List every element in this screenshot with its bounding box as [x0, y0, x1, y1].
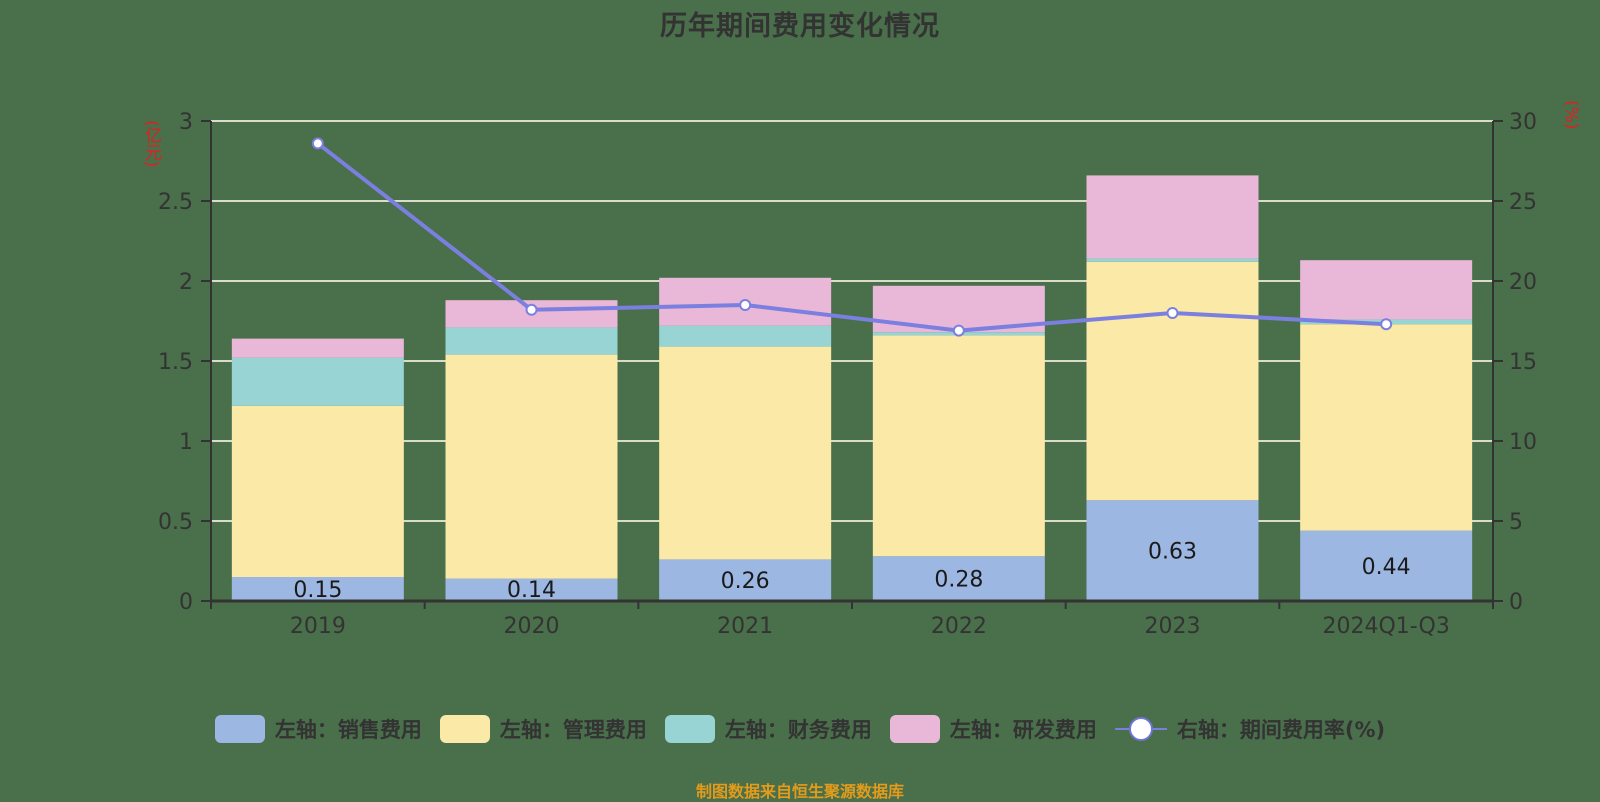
legend-swatch-admin: [439, 715, 490, 743]
legend-swatch-finance: [664, 715, 715, 743]
right-axis-unit: (%): [1561, 100, 1581, 130]
sales-value-label: 0.63: [1148, 540, 1197, 565]
right-tick-label: 5: [1509, 510, 1523, 535]
legend-label: 左轴：研发费用: [949, 718, 1097, 742]
bar-segment: [1086, 500, 1259, 601]
bar-segment: [1300, 530, 1473, 601]
x-tick-label: 2021: [717, 614, 773, 639]
sales-value-label: 0.44: [1362, 555, 1411, 580]
bar-segment: [231, 338, 404, 358]
chart-title: 历年期间费用变化情况: [660, 11, 940, 42]
rate-point-marker: [1166, 307, 1179, 319]
right-tick-label: 20: [1509, 270, 1537, 295]
x-tick-label: 2020: [504, 614, 560, 639]
legend-label: 左轴：管理费用: [499, 718, 647, 742]
left-tick-label: 0.5: [158, 510, 193, 535]
rate-point-marker: [525, 303, 538, 316]
bar-segment: [659, 346, 832, 560]
legend-line-marker-icon: [1114, 715, 1167, 743]
bar-segment: [1300, 324, 1473, 531]
sales-value-label: 0.14: [507, 578, 556, 603]
stacked-bars: [231, 175, 1473, 601]
legend-label: 右轴：期间费用率(%): [1176, 718, 1386, 742]
bar-segment: [1086, 258, 1259, 262]
left-tick-label: 1: [179, 430, 193, 455]
right-tick-label: 30: [1509, 110, 1537, 135]
legend-swatch-rnd: [889, 715, 940, 743]
right-tick-label: 15: [1509, 350, 1537, 375]
sales-value-label: 0.26: [721, 569, 770, 594]
rate-point-marker: [1380, 318, 1393, 331]
legend-item-sales[interactable]: 左轴：销售费用: [214, 714, 422, 744]
bar-segment: [659, 559, 832, 601]
right-tick-label: 10: [1509, 430, 1537, 455]
left-tick-label: 2: [179, 270, 193, 295]
legend-item-rate[interactable]: 右轴：期间费用率(%): [1114, 714, 1386, 744]
bar-segment: [231, 577, 404, 601]
bar-segment: [445, 327, 618, 355]
bar-segment: [231, 357, 404, 406]
rate-point-marker: [311, 137, 324, 150]
bar-segment: [872, 335, 1045, 557]
legend-item-admin[interactable]: 左轴：管理费用: [439, 714, 647, 744]
rate-line: [316, 141, 1387, 333]
left-tick-label: 0: [179, 590, 193, 615]
legend-label: 左轴：财务费用: [724, 718, 872, 742]
left-tick-label: 1.5: [158, 350, 193, 375]
sales-value-label: 0.28: [934, 568, 983, 593]
right-tick-label: 25: [1509, 190, 1537, 215]
gridlines: [211, 120, 1493, 522]
sales-value-label: 0.15: [293, 578, 342, 603]
bar-segment: [231, 405, 404, 577]
x-tick-label: 2023: [1145, 614, 1201, 639]
data-source-footer: 制图数据来自恒生聚源数据库: [695, 782, 904, 801]
bar-segment: [659, 325, 832, 347]
legend-item-rnd[interactable]: 左轴：研发费用: [889, 714, 1097, 744]
legend-swatch-sales: [214, 715, 265, 743]
legend-label: 左轴：销售费用: [274, 718, 422, 742]
data-labels: 0.15 0.14 0.26 0.28 0.63 0.44: [293, 540, 1410, 603]
x-tick-label: 2024Q1-Q3: [1322, 614, 1449, 639]
expense-rate-line: [311, 137, 1393, 337]
rate-point-marker: [952, 324, 965, 337]
bar-segment: [1086, 261, 1259, 501]
x-tick-label: 2022: [931, 614, 987, 639]
bar-segment: [1300, 260, 1473, 320]
left-axis-unit: (亿元): [141, 120, 161, 168]
bar-segment: [1086, 175, 1259, 259]
right-tick-label: 0: [1509, 590, 1523, 615]
legend: 左轴：销售费用 左轴：管理费用 左轴：财务费用 左轴：研发费用 右轴：期间费用率…: [0, 714, 1600, 744]
legend-item-finance[interactable]: 左轴：财务费用: [664, 714, 872, 744]
left-tick-label: 3: [179, 110, 193, 135]
left-tick-label: 2.5: [158, 190, 193, 215]
x-tick-label: 2019: [290, 614, 346, 639]
bar-segment: [872, 556, 1045, 601]
bar-segment: [445, 354, 618, 579]
bar-segment: [445, 578, 618, 601]
rate-point-marker: [739, 299, 752, 311]
